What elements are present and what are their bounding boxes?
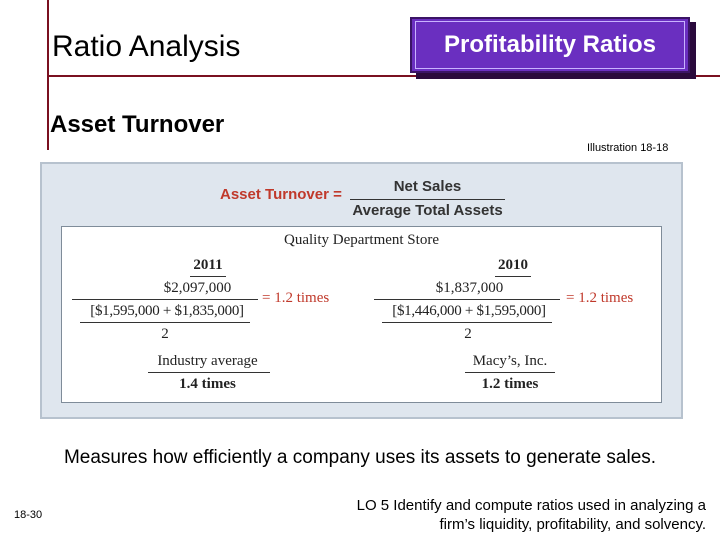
formula-fraction-bar — [350, 199, 505, 200]
illustration-label: Illustration 18-18 — [587, 142, 669, 154]
example-box — [61, 226, 662, 403]
year-2011-underline — [190, 276, 226, 277]
formula-denominator: Average Total Assets — [352, 202, 503, 219]
divisor-bar-2010 — [382, 322, 552, 323]
industry-average-underline — [148, 372, 270, 373]
peer-company-label: Macy’s, Inc. — [472, 353, 548, 369]
caption-text: Measures how efficiently a company uses … — [63, 447, 657, 468]
industry-average-label: Industry average — [157, 353, 258, 369]
year-2010-underline — [495, 276, 531, 277]
formula-label: Asset Turnover = — [220, 186, 342, 203]
company-name: Quality Department Store — [284, 232, 439, 248]
title-rule-horizontal — [47, 75, 720, 77]
divisor-2011: 2 — [161, 326, 169, 342]
result-2010: = 1.2 times — [566, 290, 634, 306]
peer-company-underline — [465, 372, 555, 373]
numerator-2011: $2,097,000 — [163, 280, 232, 296]
result-2011: = 1.2 times — [262, 290, 330, 306]
learning-objective-line-1: LO 5 Identify and compute ratios used in… — [356, 497, 706, 514]
learning-objective-line-2: firm’s liquidity, profitability, and sol… — [439, 516, 707, 533]
page-title: Ratio Analysis — [52, 30, 241, 63]
formula-numerator: Net Sales — [393, 178, 462, 195]
year-2011: 2011 — [193, 257, 223, 273]
page-number: 18-30 — [14, 509, 43, 521]
section-subtitle: Asset Turnover — [50, 111, 225, 138]
denominator-2010: [$1,446,000 + $1,595,000] — [392, 303, 546, 319]
fraction-bar-2010 — [374, 299, 560, 300]
peer-company-value: 1.2 times — [481, 376, 539, 392]
fraction-bar-2011 — [72, 299, 258, 300]
numerator-2010: $1,837,000 — [435, 280, 504, 296]
divisor-bar-2011 — [80, 322, 250, 323]
badge-label: Profitability Ratios — [415, 21, 685, 69]
profitability-badge: Profitability Ratios — [410, 17, 690, 73]
industry-average-value: 1.4 times — [179, 376, 236, 392]
learning-objective: LO 5 Identify and compute ratios used in… — [290, 496, 706, 534]
divisor-2010: 2 — [464, 326, 472, 342]
year-2010: 2010 — [498, 257, 528, 273]
denominator-2011: [$1,595,000 + $1,835,000] — [90, 303, 244, 319]
